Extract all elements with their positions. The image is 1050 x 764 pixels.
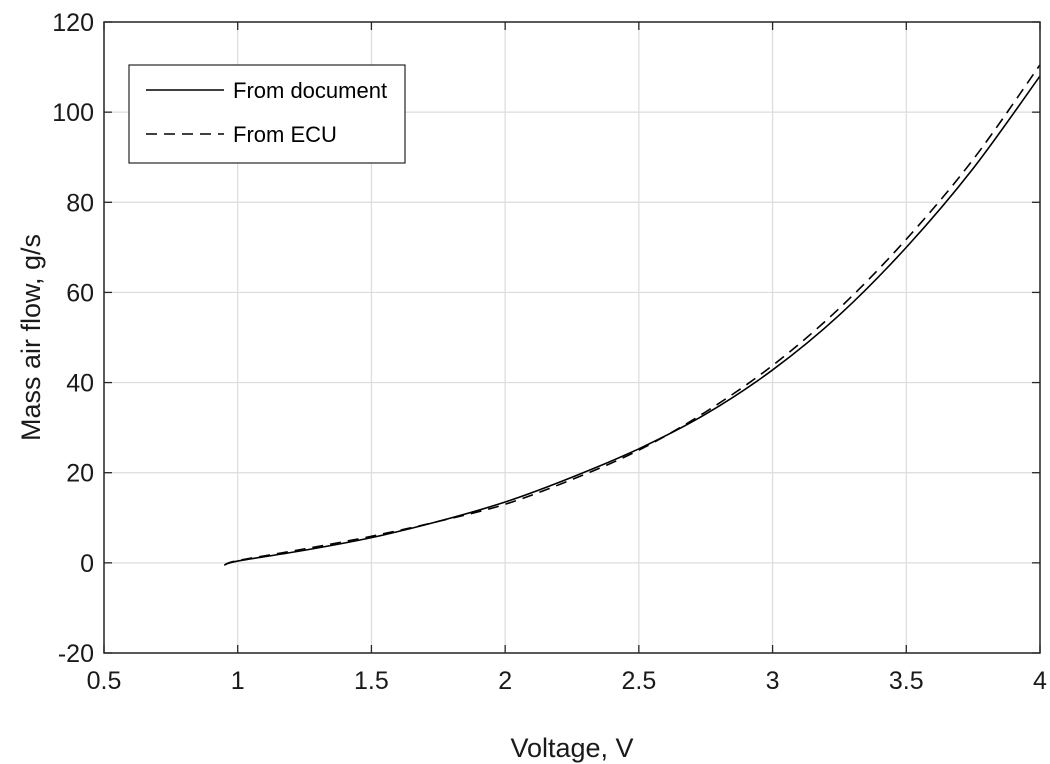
ticks [103,21,1041,654]
legend-label-from-ecu: From ECU [233,122,337,147]
x-tick-label: 1 [231,667,245,695]
y-tick-label: 120 [52,9,94,37]
y-tick-label: 100 [52,99,94,127]
y-tick-label: 60 [66,279,94,307]
series-line-from-ecu [224,64,1041,566]
x-axis-label: Voltage, V [510,733,633,763]
y-tick-label: 20 [66,460,94,488]
y-tick-label: -20 [58,640,94,668]
x-tick-label: 2.5 [621,667,656,695]
x-tick-label: 0.5 [87,667,122,695]
series-layer [224,64,1041,566]
y-axis-label: Mass air flow, g/s [16,234,46,441]
legend-label-from-document: From document [233,78,387,103]
legend: From document From ECU [128,64,406,164]
tick-labels: 0.5 1 1.5 2 2.5 3 3.5 4 -20 0 20 40 60 80 100 120 [52,9,1047,695]
y-tick-label: 40 [66,370,94,398]
x-tick-label: 4 [1033,667,1047,695]
plot-frame [103,21,1041,654]
y-tick-label: 0 [80,550,94,578]
legend-box [128,64,406,164]
x-tick-label: 3 [766,667,780,695]
x-tick-label: 2 [498,667,512,695]
series-line-from-document [224,75,1041,566]
x-tick-label: 3.5 [889,667,924,695]
y-tick-label: 80 [66,189,94,217]
x-tick-label: 1.5 [354,667,389,695]
